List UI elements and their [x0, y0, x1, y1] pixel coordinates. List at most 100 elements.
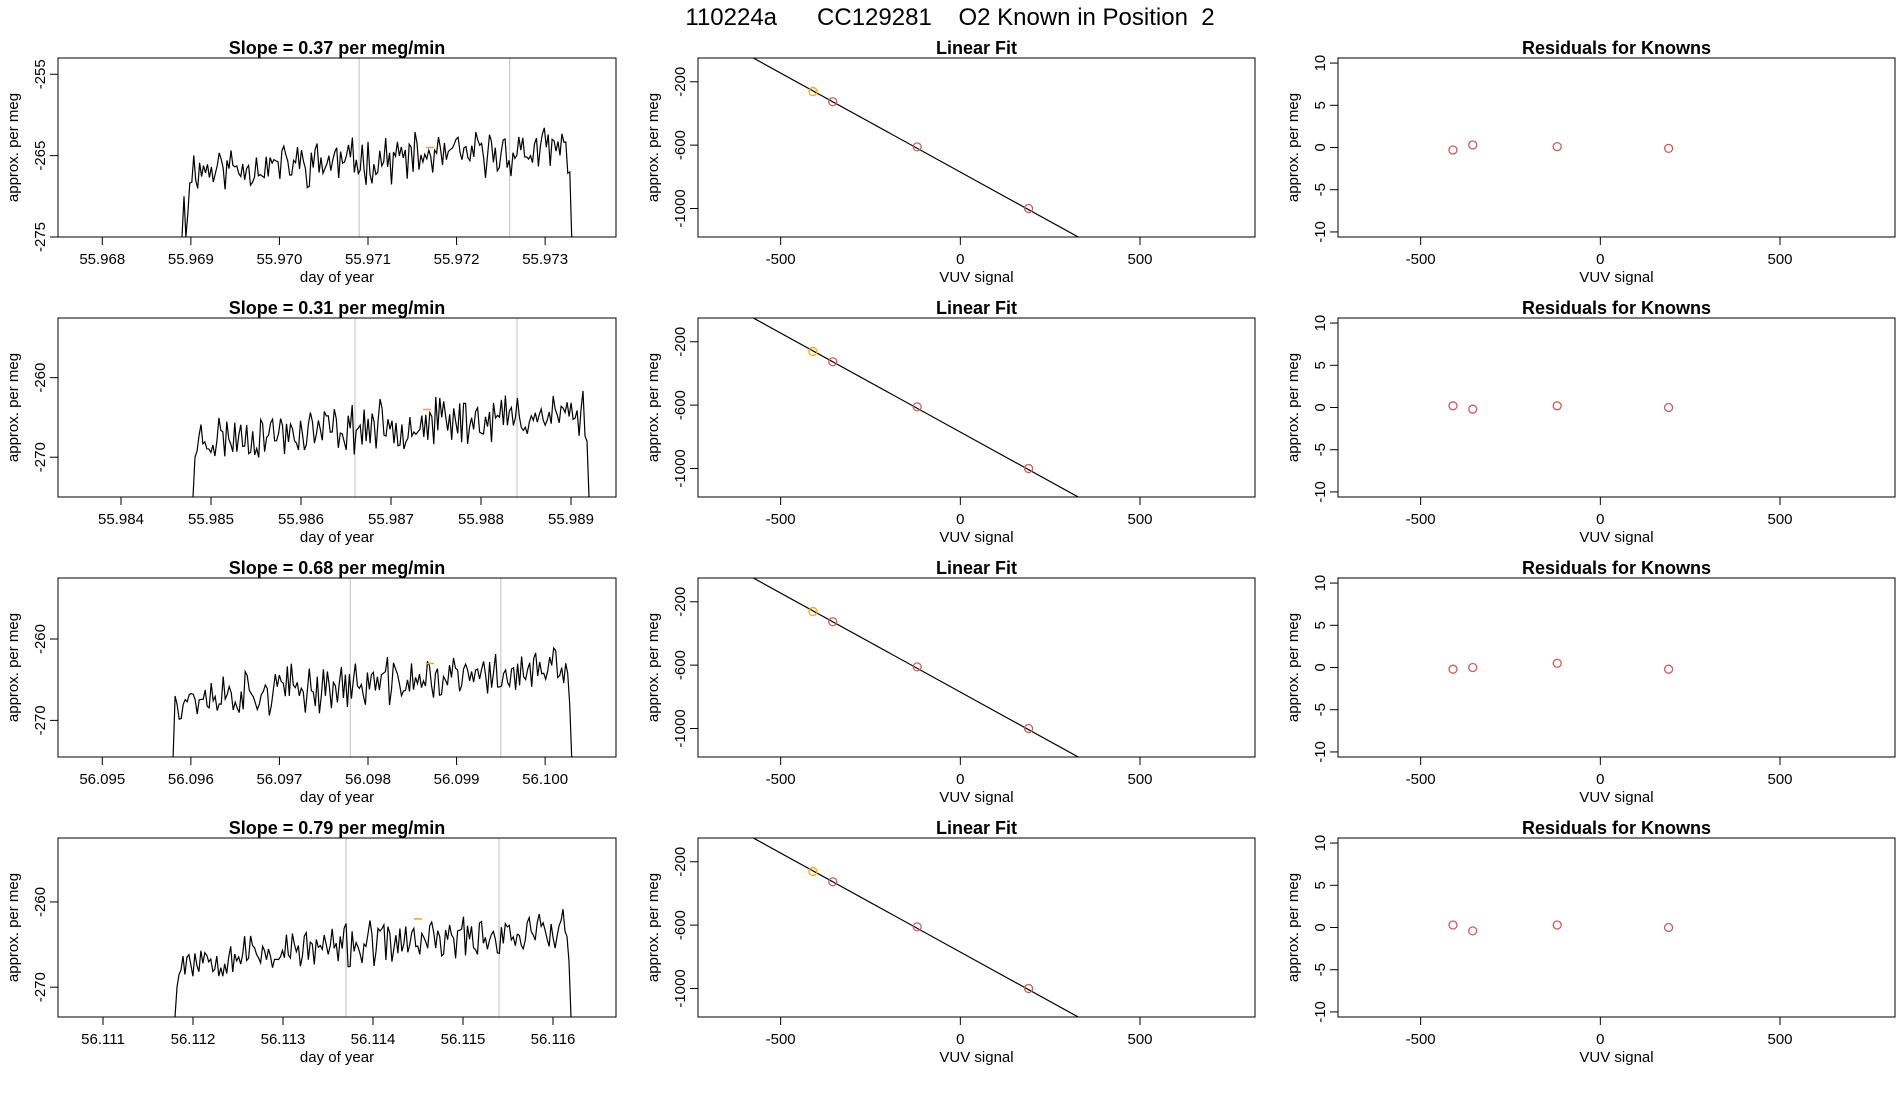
y-tick-label: 10 [1312, 315, 1329, 332]
x-tick-label: 56.096 [168, 771, 214, 788]
data-point [1023, 983, 1034, 994]
data-trace [172, 646, 573, 757]
y-tick-label: -260 [32, 887, 49, 917]
data-point [828, 357, 838, 367]
x-tick-label: -500 [1406, 251, 1436, 268]
data-trace [174, 909, 572, 1017]
x-tick-label: 56.111 [81, 1031, 125, 1048]
plot-frame [1337, 317, 1896, 498]
x-tick-label: 55.968 [79, 251, 125, 268]
figure-title: 110224a CC129281 O2 Known in Position 2 [685, 4, 1215, 31]
y-tick-label: -10 [1312, 1001, 1329, 1023]
plot-frame [697, 837, 1256, 1018]
data-point [912, 142, 922, 152]
y-tick-label: -600 [672, 390, 689, 420]
panel-timeseries-row3: Slope = 0.68 per meg/min 56.095 56.096 56.0… [5, 558, 617, 806]
data-point [912, 922, 922, 932]
plot-frame [697, 317, 1256, 498]
y-tick-label: 0 [1312, 663, 1329, 671]
plot-frame [57, 837, 617, 1018]
panel-linear-fit-row3: Linear Fit -500 0 500 -200 -600 -1000 VUV signa… [645, 558, 1256, 806]
x-axis-label: VUV signal [939, 269, 1013, 286]
data-point [1663, 143, 1674, 153]
plot-area [752, 318, 1080, 497]
x-tick-label: 0 [956, 1031, 964, 1048]
y-tick-label: -200 [672, 847, 689, 877]
y-tick-label: 0 [1312, 143, 1329, 151]
y-tick-label: -1000 [672, 969, 689, 1007]
data-trace [192, 390, 590, 497]
y-axis-label: approx. per meg [1285, 93, 1302, 202]
x-tick-label: 55.989 [548, 511, 594, 528]
data-point [1448, 664, 1458, 674]
data-point [1468, 662, 1478, 673]
y-axis-label: approx. per meg [1285, 873, 1302, 982]
y-axis-label: approx. per meg [645, 873, 662, 982]
y-tick-label: 10 [1312, 575, 1329, 592]
x-axis-label: VUV signal [939, 789, 1013, 806]
x-tick-label: -500 [766, 511, 796, 528]
y-tick-label: -10 [1312, 741, 1329, 763]
y-tick-label: -260 [32, 363, 49, 393]
x-tick-label: -500 [766, 771, 796, 788]
x-tick-label: 0 [956, 511, 964, 528]
y-tick-label: -10 [1312, 221, 1329, 243]
y-tick-label: -1000 [672, 709, 689, 747]
x-tick-label: -500 [1406, 1031, 1436, 1048]
data-point [1552, 658, 1562, 668]
data-point [1663, 402, 1674, 413]
x-axis-label: VUV signal [1579, 269, 1653, 286]
y-tick-label: -270 [32, 442, 49, 472]
x-tick-label: 500 [1767, 511, 1792, 528]
y-tick-label: -200 [672, 327, 689, 357]
y-axis-label: approx. per meg [5, 873, 22, 982]
x-axis-label: day of year [300, 529, 374, 546]
plot-area [181, 58, 573, 237]
x-tick-label: 0 [1596, 251, 1604, 268]
data-point [1023, 723, 1034, 734]
y-tick-label: 5 [1312, 881, 1329, 889]
fit-line [752, 318, 1080, 497]
x-tick-label: 500 [1767, 771, 1792, 788]
y-tick-label: -600 [672, 130, 689, 160]
plot-frame [1337, 577, 1896, 758]
plot-area [752, 58, 1080, 237]
plot-area [1448, 920, 1674, 936]
plot-frame [697, 577, 1256, 758]
x-tick-label: 55.986 [278, 511, 324, 528]
y-tick-label: -5 [1312, 703, 1329, 716]
y-axis-label: approx. per meg [5, 353, 22, 462]
x-tick-label: -500 [766, 1031, 796, 1048]
data-point [1023, 463, 1034, 474]
x-tick-label: 0 [1596, 771, 1604, 788]
y-tick-label: -255 [32, 59, 49, 89]
panel-title: Linear Fit [936, 818, 1017, 838]
plot-area [1448, 401, 1674, 414]
plot-area [192, 318, 590, 497]
x-tick-label: 0 [1596, 511, 1604, 528]
panel-timeseries-row1: Slope = 0.37 per meg/min 55.968 55.969 55.9… [5, 38, 617, 286]
data-point [828, 97, 838, 107]
x-axis-label: VUV signal [1579, 789, 1653, 806]
x-tick-label: 56.097 [256, 771, 302, 788]
plot-area [172, 578, 573, 757]
y-tick-label: -600 [672, 650, 689, 680]
y-axis-label: approx. per meg [5, 93, 22, 202]
plot-area [174, 838, 572, 1017]
fit-line [752, 578, 1080, 757]
x-tick-label: 56.116 [531, 1031, 576, 1048]
fit-line [752, 838, 1080, 1017]
panel-title: Residuals for Knowns [1522, 818, 1711, 838]
panel-title: Slope = 0.31 per meg/min [229, 298, 446, 318]
y-axis-label: approx. per meg [1285, 613, 1302, 722]
x-tick-label: 55.988 [458, 511, 504, 528]
data-point [808, 866, 818, 877]
data-point [912, 662, 922, 672]
x-tick-label: -500 [1406, 511, 1436, 528]
x-tick-label: 55.970 [256, 251, 302, 268]
y-tick-label: 0 [1312, 403, 1329, 411]
x-tick-label: 56.098 [345, 771, 391, 788]
y-tick-label: 5 [1312, 621, 1329, 629]
y-axis-label: approx. per meg [645, 353, 662, 462]
